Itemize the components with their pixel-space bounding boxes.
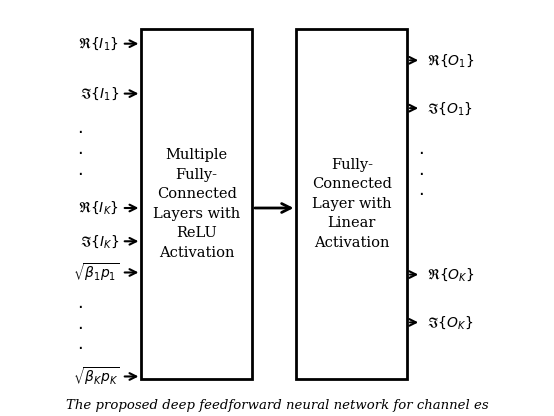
Text: $\sqrt{\beta_1 p_1}$: $\sqrt{\beta_1 p_1}$ — [73, 262, 119, 283]
Text: $\mathfrak{I}\{O_K\}$: $\mathfrak{I}\{O_K\}$ — [427, 314, 473, 331]
Bar — [296, 29, 407, 379]
Text: $\mathfrak{R}\{I_K\}$: $\mathfrak{R}\{I_K\}$ — [78, 200, 119, 216]
Text: $\mathfrak{I}\{O_1\}$: $\mathfrak{I}\{O_1\}$ — [427, 100, 473, 116]
Text: $\cdot$: $\cdot$ — [78, 163, 83, 182]
Text: $\cdot$: $\cdot$ — [78, 122, 83, 140]
Text: $\cdot$: $\cdot$ — [78, 297, 83, 315]
Bar — [141, 29, 252, 379]
Text: Multiple
Fully-
Connected
Layers with
ReLU
Activation: Multiple Fully- Connected Layers with Re… — [153, 148, 240, 260]
Text: $\cdot$: $\cdot$ — [418, 184, 424, 203]
Text: $\cdot$: $\cdot$ — [418, 163, 424, 182]
Text: $\sqrt{\beta_K p_K}$: $\sqrt{\beta_K p_K}$ — [73, 366, 119, 387]
Text: $\cdot$: $\cdot$ — [78, 143, 83, 161]
Text: The proposed deep feedforward neural network for channel es: The proposed deep feedforward neural net… — [66, 399, 488, 412]
Text: Fully-
Connected
Layer with
Linear
Activation: Fully- Connected Layer with Linear Activ… — [312, 158, 392, 250]
Text: $\cdot$: $\cdot$ — [78, 338, 83, 357]
Text: $\mathfrak{R}\{O_1\}$: $\mathfrak{R}\{O_1\}$ — [427, 52, 474, 69]
Text: $\cdot$: $\cdot$ — [418, 143, 424, 161]
Text: $\mathfrak{I}\{I_K\}$: $\mathfrak{I}\{I_K\}$ — [80, 233, 119, 250]
Text: $\mathfrak{R}\{O_K\}$: $\mathfrak{R}\{O_K\}$ — [427, 266, 474, 283]
Text: $\cdot$: $\cdot$ — [78, 317, 83, 336]
Text: $\mathfrak{I}\{I_1\}$: $\mathfrak{I}\{I_1\}$ — [80, 85, 119, 102]
Text: $\mathfrak{R}\{I_1\}$: $\mathfrak{R}\{I_1\}$ — [78, 35, 119, 52]
